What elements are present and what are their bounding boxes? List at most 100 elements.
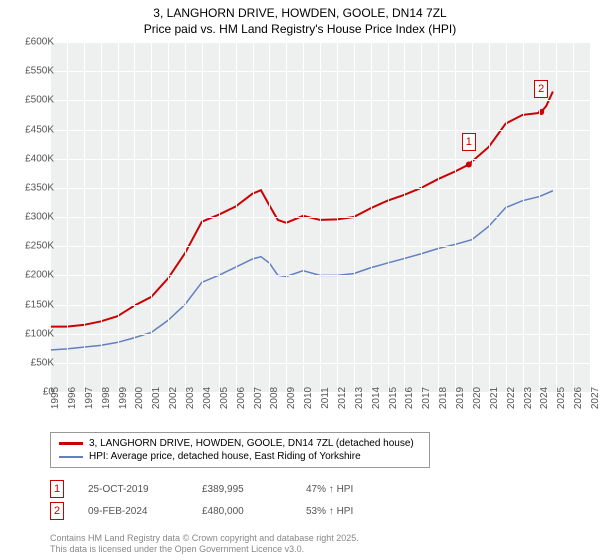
x-axis-label: 2024 (539, 387, 550, 409)
event-marker-2: 2 (50, 502, 64, 520)
grid-v (151, 42, 152, 392)
x-axis-label: 1999 (118, 387, 129, 409)
grid-v (523, 42, 524, 392)
copyright-line2: This data is licensed under the Open Gov… (50, 544, 359, 556)
x-axis-label: 2004 (202, 387, 213, 409)
grid-v (388, 42, 389, 392)
x-axis-label: 2014 (371, 387, 382, 409)
x-axis-label: 1996 (67, 387, 78, 409)
y-axis-label: £350K (25, 182, 54, 193)
grid-v (101, 42, 102, 392)
x-axis-label: 1995 (50, 387, 61, 409)
grid-v (320, 42, 321, 392)
y-axis-label: £450K (25, 124, 54, 135)
grid-v (472, 42, 473, 392)
grid-v (168, 42, 169, 392)
grid-v (202, 42, 203, 392)
y-axis-label: £100K (25, 328, 54, 339)
events-table: 1 25-OCT-2019 £389,995 47% ↑ HPI 2 09-FE… (50, 478, 353, 522)
x-axis-label: 2022 (506, 387, 517, 409)
x-axis-label: 2005 (219, 387, 230, 409)
x-axis-label: 2009 (286, 387, 297, 409)
grid-v (590, 42, 591, 392)
grid-v (506, 42, 507, 392)
x-axis-label: 2026 (573, 387, 584, 409)
grid-v (438, 42, 439, 392)
legend-row-1: 3, LANGHORN DRIVE, HOWDEN, GOOLE, DN14 7… (59, 437, 421, 450)
y-axis-label: £400K (25, 153, 54, 164)
x-axis-label: 1997 (84, 387, 95, 409)
grid-v (84, 42, 85, 392)
grid-v (421, 42, 422, 392)
legend-label-1: 3, LANGHORN DRIVE, HOWDEN, GOOLE, DN14 7… (89, 438, 414, 449)
event-pct-2: 53% ↑ HPI (306, 506, 353, 517)
x-axis-label: 2015 (388, 387, 399, 409)
legend-row-2: HPI: Average price, detached house, East… (59, 450, 421, 463)
x-axis-label: 2027 (590, 387, 600, 409)
event-row-2: 2 09-FEB-2024 £480,000 53% ↑ HPI (50, 500, 353, 522)
copyright-text: Contains HM Land Registry data © Crown c… (50, 533, 359, 556)
legend-swatch-2 (59, 456, 83, 458)
y-axis-label: £150K (25, 299, 54, 310)
grid-v (253, 42, 254, 392)
grid-v (573, 42, 574, 392)
x-axis-label: 2003 (185, 387, 196, 409)
marker-box-2: 2 (534, 80, 548, 98)
event-price-1: £389,995 (202, 484, 282, 495)
chart-title-line1: 3, LANGHORN DRIVE, HOWDEN, GOOLE, DN14 7… (0, 0, 600, 22)
x-axis-label: 2017 (421, 387, 432, 409)
grid-v (489, 42, 490, 392)
x-axis-label: 2025 (556, 387, 567, 409)
y-axis-label: £300K (25, 212, 54, 223)
grid-v (236, 42, 237, 392)
grid-v (556, 42, 557, 392)
x-axis-label: 2011 (320, 387, 331, 409)
grid-v (269, 42, 270, 392)
x-axis-label: 2010 (303, 387, 314, 409)
copyright-line1: Contains HM Land Registry data © Crown c… (50, 533, 359, 545)
grid-v (303, 42, 304, 392)
y-axis-label: £200K (25, 270, 54, 281)
x-axis-label: 2006 (236, 387, 247, 409)
legend-label-2: HPI: Average price, detached house, East… (89, 451, 361, 462)
y-axis-label: £550K (25, 66, 54, 77)
y-axis-label: £250K (25, 241, 54, 252)
grid-v (185, 42, 186, 392)
grid-v (134, 42, 135, 392)
chart-title-line2: Price paid vs. HM Land Registry's House … (0, 22, 600, 40)
event-date-2: 09-FEB-2024 (88, 506, 178, 517)
chart-plot-area (50, 42, 590, 392)
grid-v (354, 42, 355, 392)
legend-box: 3, LANGHORN DRIVE, HOWDEN, GOOLE, DN14 7… (50, 432, 430, 468)
x-axis-label: 2013 (354, 387, 365, 409)
x-axis-label: 2000 (134, 387, 145, 409)
grid-v (286, 42, 287, 392)
x-axis-label: 2008 (269, 387, 280, 409)
x-axis-label: 1998 (101, 387, 112, 409)
marker-box-1: 1 (462, 133, 476, 151)
legend-swatch-1 (59, 442, 83, 445)
grid-v (219, 42, 220, 392)
x-axis-label: 2018 (438, 387, 449, 409)
grid-v (404, 42, 405, 392)
x-axis-label: 2021 (489, 387, 500, 409)
x-axis-label: 2019 (455, 387, 466, 409)
event-price-2: £480,000 (202, 506, 282, 517)
x-axis-label: 2020 (472, 387, 483, 409)
grid-v (118, 42, 119, 392)
series-line (50, 92, 553, 327)
x-axis-label: 2007 (253, 387, 264, 409)
grid-v (371, 42, 372, 392)
event-pct-1: 47% ↑ HPI (306, 484, 353, 495)
x-axis-label: 2012 (337, 387, 348, 409)
x-axis-label: 2016 (404, 387, 415, 409)
x-axis-label: 2001 (151, 387, 162, 409)
y-axis-label: £600K (25, 37, 54, 48)
grid-v (455, 42, 456, 392)
y-axis-label: £500K (25, 95, 54, 106)
event-date-1: 25-OCT-2019 (88, 484, 178, 495)
event-marker-1: 1 (50, 480, 64, 498)
grid-v (337, 42, 338, 392)
series-line (50, 191, 553, 350)
x-axis-label: 2002 (168, 387, 179, 409)
